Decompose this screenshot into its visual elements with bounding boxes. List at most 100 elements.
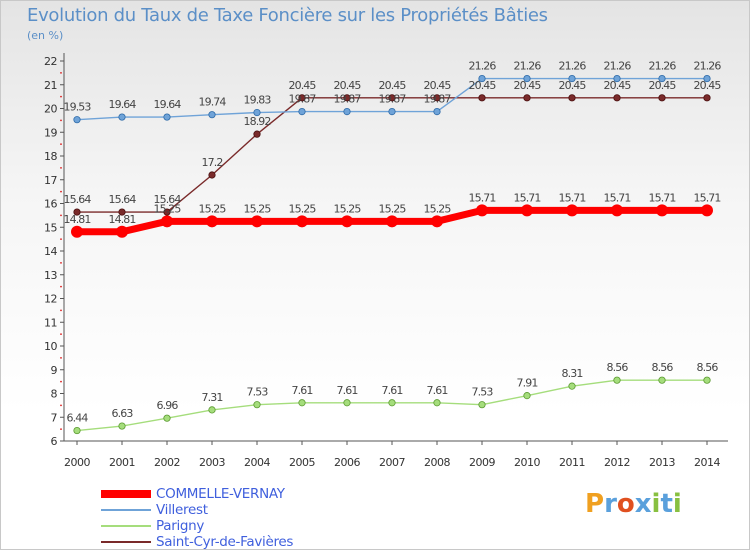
data-point	[613, 376, 621, 384]
data-label: 20.45	[289, 79, 317, 92]
data-point	[343, 94, 351, 102]
data-label: 15.25	[379, 202, 407, 215]
legend-swatch	[101, 525, 151, 527]
x-tick-label: 2009	[469, 456, 495, 469]
data-label: 19.53	[64, 101, 92, 114]
data-point	[568, 74, 576, 83]
data-label: 15.71	[559, 191, 586, 204]
data-point	[208, 111, 216, 119]
y-tick-label: 18	[44, 150, 57, 163]
data-point	[433, 94, 441, 102]
data-point	[118, 113, 126, 121]
data-point	[611, 204, 623, 217]
data-point	[521, 204, 533, 217]
data-label: 21.26	[649, 60, 677, 73]
data-label: 20.45	[694, 79, 722, 92]
data-point	[73, 208, 81, 216]
x-tick-label: 2000	[64, 456, 90, 469]
y-tick-label: 6	[51, 435, 58, 448]
data-label: 6.44	[67, 412, 89, 425]
x-tick-label: 2014	[694, 456, 720, 469]
data-label: 15.71	[649, 191, 676, 204]
data-label: 7.61	[427, 384, 448, 397]
y-minor-tick	[60, 428, 62, 431]
data-point	[343, 399, 351, 407]
data-label: 15.25	[199, 202, 227, 215]
data-point	[118, 422, 126, 430]
data-point	[613, 94, 621, 102]
data-point	[206, 215, 218, 228]
data-point	[703, 94, 711, 102]
data-point	[613, 74, 621, 83]
data-label: 20.45	[424, 79, 452, 92]
x-tick-label: 2004	[244, 456, 270, 469]
x-tick-label: 2008	[424, 456, 450, 469]
data-point	[568, 382, 576, 390]
data-point	[388, 107, 396, 116]
data-point	[298, 107, 306, 116]
legend-label: COMMELLE-VERNAY	[156, 486, 285, 502]
y-tick-label: 8	[51, 388, 58, 401]
y-minor-tick	[60, 214, 62, 217]
y-minor-tick	[60, 309, 62, 312]
data-label: 7.61	[292, 384, 313, 397]
data-label: 19.87	[424, 93, 452, 106]
data-point	[71, 225, 83, 238]
data-point	[388, 94, 396, 102]
data-label: 20.45	[334, 79, 362, 92]
y-minor-tick	[60, 404, 62, 407]
data-label: 15.64	[109, 193, 137, 206]
data-point	[163, 113, 171, 121]
data-point	[253, 130, 261, 138]
data-label: 21.26	[559, 60, 587, 73]
y-tick-label: 13	[44, 269, 57, 282]
y-minor-tick	[60, 380, 62, 383]
x-tick-label: 2003	[199, 456, 225, 469]
proxiti-logo: Proxiti	[585, 489, 682, 519]
data-label: 20.45	[514, 79, 542, 92]
data-point	[161, 215, 173, 228]
legend-swatch	[101, 490, 151, 498]
x-tick-label: 2013	[649, 456, 675, 469]
data-point	[433, 399, 441, 407]
data-point	[566, 204, 578, 217]
data-label: 19.87	[289, 93, 317, 106]
y-minor-tick	[60, 166, 62, 169]
y-tick-label: 12	[44, 293, 57, 306]
data-label: 21.26	[694, 60, 722, 73]
data-point	[658, 94, 666, 102]
data-point	[658, 74, 666, 83]
data-label: 8.56	[652, 361, 674, 374]
y-tick-label: 17	[44, 174, 57, 187]
data-point	[253, 108, 261, 117]
data-point	[701, 204, 713, 217]
data-label: 15.64	[64, 193, 92, 206]
data-label: 8.56	[607, 361, 629, 374]
legend-item: Villerest	[101, 502, 293, 518]
data-label: 15.25	[289, 202, 317, 215]
y-minor-tick	[60, 190, 62, 193]
data-point	[658, 376, 666, 384]
y-tick-label: 10	[44, 340, 57, 353]
data-point	[478, 94, 486, 102]
y-axis-unit: (en %)	[27, 29, 64, 42]
data-point	[433, 107, 441, 116]
y-tick-label: 22	[44, 55, 57, 68]
data-point	[523, 74, 531, 83]
data-point	[208, 406, 216, 414]
y-tick-label: 11	[44, 316, 57, 329]
data-label: 19.87	[334, 93, 362, 106]
data-point	[341, 215, 353, 228]
y-tick-label: 9	[51, 364, 58, 377]
data-label: 20.45	[604, 79, 632, 92]
y-tick-label: 14	[44, 245, 57, 258]
data-point	[73, 116, 81, 124]
y-tick-label: 19	[44, 126, 57, 139]
data-label: 7.91	[517, 377, 538, 390]
y-minor-tick	[60, 143, 62, 146]
y-minor-tick	[60, 261, 62, 264]
data-label: 8.56	[697, 361, 719, 374]
data-point	[476, 204, 488, 217]
